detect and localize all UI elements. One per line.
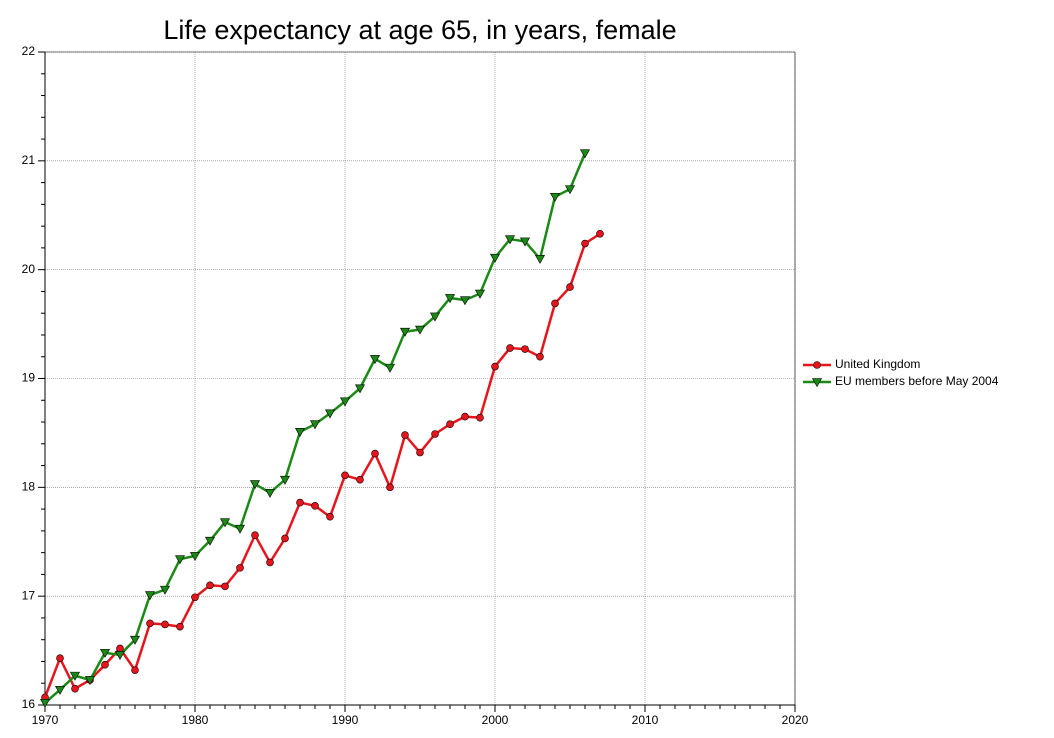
data-point <box>414 325 426 335</box>
data-point <box>309 420 321 430</box>
data-point <box>189 552 201 562</box>
data-point <box>536 352 544 361</box>
data-point <box>491 362 499 371</box>
data-point <box>294 428 306 437</box>
data-point <box>204 536 216 546</box>
data-point <box>369 355 381 365</box>
data-point <box>429 312 441 322</box>
data-point <box>99 648 111 658</box>
data-point <box>506 344 514 352</box>
data-point <box>386 483 394 492</box>
data-point <box>279 475 291 485</box>
data-point <box>266 558 274 567</box>
x-tick-label: 2020 <box>782 713 809 727</box>
x-tick-label: 1990 <box>332 713 359 727</box>
y-tick-label: 22 <box>22 44 36 58</box>
y-tick-label: 18 <box>22 480 36 494</box>
data-point <box>476 413 484 422</box>
data-point <box>234 524 246 534</box>
y-tick-label: 19 <box>22 371 36 385</box>
x-tick-label: 1970 <box>32 713 59 727</box>
data-point <box>144 591 156 601</box>
data-point <box>161 620 169 629</box>
chart-title: Life expectancy at age 65, in years, fem… <box>163 15 676 45</box>
data-point <box>69 671 81 681</box>
data-point <box>249 480 261 490</box>
data-point <box>39 699 51 708</box>
data-point <box>416 448 424 457</box>
data-point <box>339 397 351 407</box>
data-point <box>566 283 574 291</box>
data-point <box>356 475 364 484</box>
data-point <box>581 239 589 248</box>
data-point <box>444 294 456 304</box>
data-point <box>159 585 171 595</box>
data-point <box>519 237 531 247</box>
x-tick-label: 2000 <box>482 713 509 727</box>
x-tick-label: 2010 <box>632 713 659 727</box>
data-point <box>459 296 471 306</box>
legend-label: EU members before May 2004 <box>835 374 999 388</box>
data-point <box>384 363 396 373</box>
data-point <box>354 384 366 394</box>
data-point <box>101 660 109 669</box>
x-tick-label: 1980 <box>182 713 209 727</box>
legend-marker <box>813 361 821 369</box>
data-point <box>564 185 576 195</box>
data-point <box>446 420 454 429</box>
data-point <box>326 512 334 521</box>
data-point <box>431 430 439 438</box>
y-tick-label: 20 <box>22 262 36 276</box>
data-point <box>324 409 336 419</box>
legend-label: United Kingdom <box>835 357 920 371</box>
data-point <box>221 582 229 591</box>
y-tick-label: 16 <box>22 697 36 711</box>
data-point <box>579 149 591 159</box>
legend-marker <box>811 378 823 388</box>
data-point <box>71 684 79 693</box>
data-point <box>146 619 154 628</box>
data-point <box>281 534 289 543</box>
data-point <box>129 635 141 645</box>
data-point <box>371 449 379 458</box>
data-point <box>534 254 546 264</box>
series-line <box>43 232 601 698</box>
y-tick-label: 21 <box>22 153 36 167</box>
data-point <box>219 518 231 528</box>
data-point <box>114 651 126 661</box>
data-point <box>401 431 409 439</box>
y-tick-label: 17 <box>22 588 36 602</box>
data-point <box>461 412 469 421</box>
data-point <box>596 229 604 238</box>
data-point <box>504 235 516 245</box>
data-point <box>251 531 259 540</box>
data-point <box>341 471 349 480</box>
data-point <box>176 622 184 631</box>
data-point <box>54 685 66 695</box>
data-point <box>84 676 96 686</box>
data-point <box>56 654 64 663</box>
data-point <box>521 345 529 353</box>
data-point <box>549 192 561 202</box>
data-point <box>264 488 276 498</box>
data-point <box>206 581 214 590</box>
data-point <box>191 593 199 602</box>
data-point <box>236 564 244 572</box>
data-point <box>399 327 411 337</box>
data-point <box>551 299 559 308</box>
data-point <box>174 555 186 565</box>
data-point <box>489 253 501 263</box>
data-point <box>474 289 486 299</box>
data-point <box>131 666 139 674</box>
data-point <box>296 498 304 507</box>
data-point <box>311 502 319 510</box>
